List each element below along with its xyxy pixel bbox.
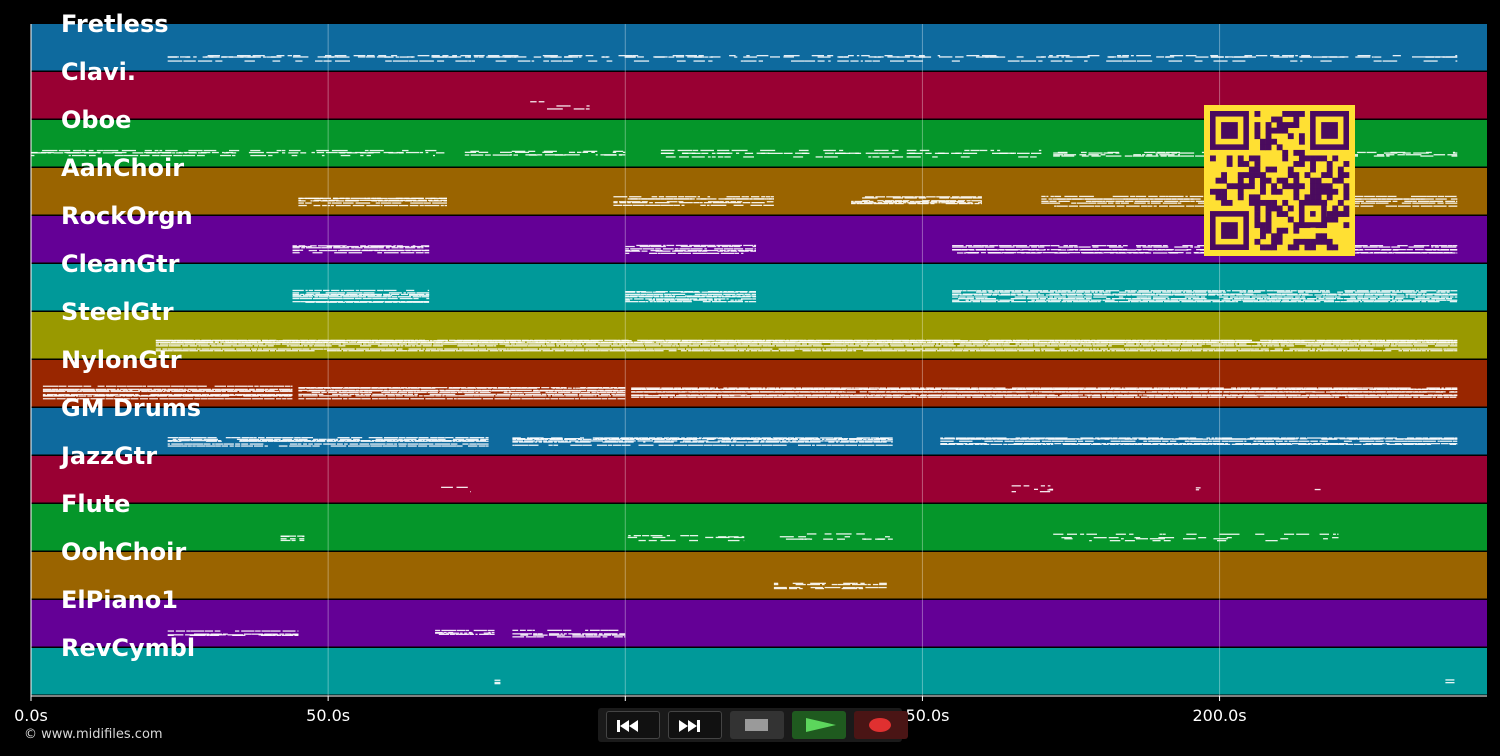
track-background: [31, 648, 1487, 695]
track-background: [31, 24, 1487, 71]
track-notes: [441, 485, 1321, 493]
track-lane: [31, 360, 1487, 407]
transport-controls: [598, 708, 908, 742]
tick-label: 0.0s: [14, 706, 48, 725]
track-notes: [530, 101, 590, 110]
track-notes: [773, 582, 887, 590]
track-notes: [155, 339, 1458, 352]
tick-label: 50.0s: [306, 706, 350, 725]
track-background: [31, 504, 1487, 551]
track-label: Flute: [61, 490, 130, 518]
track-notes: [280, 533, 1339, 542]
stop-icon: [745, 719, 768, 731]
track-background: [31, 408, 1487, 455]
track-notes: [167, 55, 1458, 62]
play-icon: [806, 718, 836, 732]
rewind-icon: [617, 720, 638, 732]
track-lane: [31, 600, 1487, 647]
track-background: [31, 456, 1487, 503]
qr-code-graphic: [1204, 105, 1355, 256]
track-lane: [31, 264, 1487, 311]
track-lane: [31, 24, 1487, 71]
fast-forward-button[interactable]: [668, 711, 722, 739]
play-button[interactable]: [792, 711, 846, 739]
track-label: AahChoir: [61, 154, 184, 182]
track-label: RockOrgn: [61, 202, 193, 230]
track-label: GM Drums: [61, 394, 201, 422]
track-background: [31, 312, 1487, 359]
track-background: [31, 600, 1487, 647]
track-background: [31, 552, 1487, 599]
track-label: ElPiano1: [61, 586, 178, 614]
track-label: Fretless: [61, 10, 169, 38]
track-label: Clavi.: [61, 58, 136, 86]
track-label: OohChoir: [61, 538, 186, 566]
track-lane: [31, 408, 1487, 455]
track-lane: [31, 504, 1487, 551]
copyright-text: © www.midifiles.com: [24, 727, 163, 742]
track-label: JazzGtr: [59, 442, 157, 470]
track-label: CleanGtr: [61, 250, 180, 278]
track-lane: [31, 312, 1487, 359]
track-notes: [167, 437, 1458, 447]
track-label: Oboe: [61, 106, 131, 134]
tick-label: 150.0s: [895, 706, 949, 725]
track-label: NylonGtr: [61, 346, 182, 374]
track-lane: [31, 648, 1487, 695]
stop-button[interactable]: [730, 711, 784, 739]
track-lane: [31, 456, 1487, 503]
track-background: [31, 264, 1487, 311]
tick-label: 200.0s: [1193, 706, 1247, 725]
track-notes: [292, 289, 1458, 303]
fast-forward-icon: [679, 720, 700, 732]
track-notes: [42, 385, 1458, 400]
record-icon: [869, 718, 891, 732]
qr-code: [1204, 105, 1355, 256]
track-label: RevCymbl: [61, 634, 195, 662]
track-label: SteelGtr: [61, 298, 174, 326]
track-lane: [31, 552, 1487, 599]
track-notes: [494, 679, 1455, 685]
track-notes: [167, 629, 626, 638]
record-button[interactable]: [854, 711, 908, 739]
rewind-button[interactable]: [606, 711, 660, 739]
track-background: [31, 360, 1487, 407]
